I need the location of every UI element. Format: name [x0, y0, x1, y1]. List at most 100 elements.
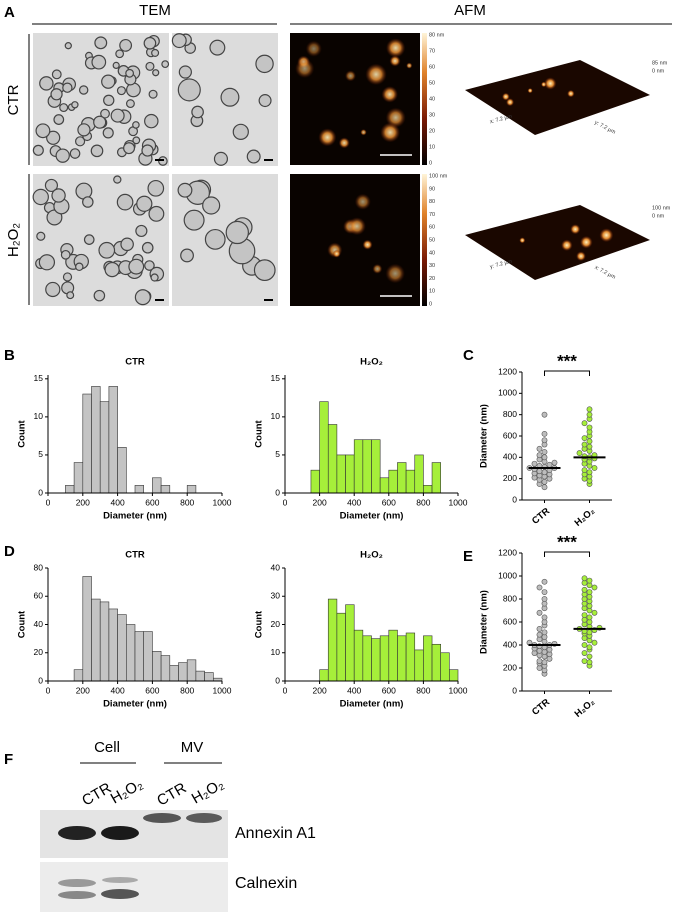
bar: [134, 485, 144, 494]
panel-label: D: [4, 543, 15, 560]
axis-label: 85 nm: [652, 60, 668, 66]
band: [58, 891, 96, 899]
point: [586, 589, 593, 595]
bar: [345, 454, 355, 494]
vesicle: [144, 260, 155, 271]
axis-label: x: 7.2 µm: [489, 114, 513, 126]
bar: [204, 672, 214, 682]
bar: [423, 485, 433, 494]
vesicle: [101, 74, 116, 89]
y-tick-label: 800: [503, 409, 517, 419]
vesicle: [83, 234, 95, 245]
x-tick-label: H₂O₂: [573, 697, 597, 720]
vesicle: [232, 123, 249, 140]
axis-label: 0 nm: [652, 68, 665, 74]
x-tick-label: 600: [145, 685, 159, 695]
afm-header: AFM: [454, 2, 486, 19]
y-tick-label: 1000: [498, 570, 517, 580]
colorbar-label: 0: [429, 160, 432, 166]
vesicle: [51, 69, 62, 80]
significance: ***: [557, 532, 577, 551]
colorbar-label: 100 nm: [429, 173, 448, 179]
point: [536, 445, 543, 452]
vesicle: [51, 188, 66, 203]
row-label: CTR: [5, 84, 22, 115]
point: [541, 596, 548, 602]
x-axis-label: Diameter (nm): [340, 511, 404, 522]
bar: [195, 670, 205, 682]
x-tick-label: 0: [283, 685, 288, 695]
bar: [414, 454, 424, 494]
bar: [169, 665, 179, 682]
y-axis-label: Count: [254, 419, 265, 447]
x-axis-label: Diameter (nm): [340, 699, 404, 710]
vesicle: [209, 39, 226, 56]
particle: [519, 237, 526, 244]
bar: [423, 635, 433, 682]
point: [581, 658, 588, 664]
bar: [362, 439, 372, 494]
bar: [371, 439, 381, 494]
vesicle: [134, 289, 151, 306]
blot-lane: H₂O₂: [108, 776, 146, 808]
point: [541, 659, 548, 666]
vesicle: [151, 48, 160, 57]
bar: [117, 447, 127, 494]
band: [102, 877, 138, 883]
afm-image: [290, 174, 420, 306]
bar: [160, 485, 171, 494]
colorbar-label: 50: [429, 80, 435, 86]
vesicle: [36, 231, 46, 241]
vesicle: [75, 262, 84, 272]
y-tick-label: 0: [512, 685, 517, 695]
bar: [65, 485, 75, 494]
bar: [336, 454, 346, 494]
point: [581, 642, 588, 648]
point: [581, 420, 588, 427]
vesicle: [116, 86, 126, 96]
particle: [354, 193, 371, 210]
bar: [73, 462, 84, 494]
x-tick-label: 800: [180, 685, 194, 695]
vesicle: [91, 54, 107, 70]
particle: [344, 70, 357, 82]
vesicle: [148, 89, 158, 99]
vesicle: [39, 76, 54, 91]
y-axis-label: Diameter (nm): [479, 590, 490, 654]
vesicle: [141, 144, 154, 157]
bar: [186, 485, 197, 494]
x-tick-label: 400: [347, 685, 361, 695]
particle: [372, 263, 383, 274]
x-tick-label: 0: [46, 497, 51, 507]
chart-title: CTR: [125, 550, 145, 561]
y-tick-label: 15: [34, 373, 44, 383]
point: [586, 577, 593, 584]
x-tick-label: 800: [416, 685, 430, 695]
band: [58, 826, 96, 840]
chart-title: H₂O₂: [360, 550, 383, 561]
bar: [327, 598, 338, 682]
vesicle: [66, 291, 75, 300]
vesicle: [204, 228, 226, 250]
y-axis-label: Count: [254, 610, 265, 638]
bar: [440, 652, 450, 682]
x-tick-label: 200: [313, 685, 327, 695]
particle: [305, 40, 322, 57]
bar: [353, 439, 364, 494]
y-axis-label: Count: [17, 419, 28, 447]
bar: [108, 608, 118, 682]
colorbar: [422, 174, 427, 306]
y-tick-label: 600: [503, 616, 517, 626]
colorbar-label: 60: [429, 64, 435, 70]
bar: [449, 669, 459, 682]
particle: [360, 129, 367, 136]
bar: [91, 598, 101, 682]
particle: [579, 235, 593, 249]
colorbar-label: 40: [429, 250, 435, 256]
bar: [82, 576, 92, 682]
vesicle: [183, 209, 205, 231]
vesicle: [35, 123, 51, 139]
y-tick-label: 400: [503, 452, 517, 462]
x-tick-label: H₂O₂: [573, 506, 597, 529]
vesicle: [225, 220, 249, 245]
